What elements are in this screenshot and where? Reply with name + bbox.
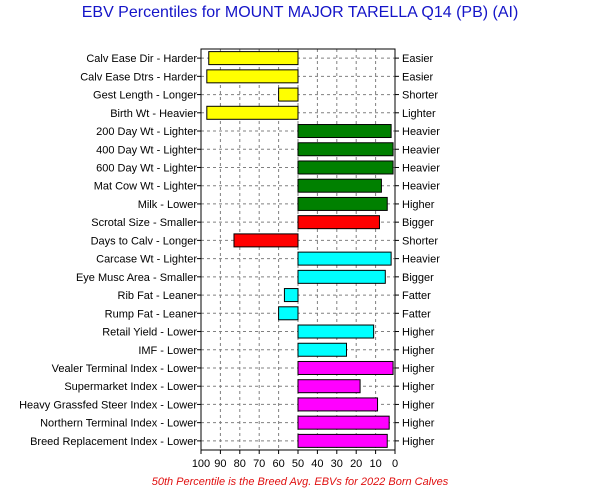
bar (297, 397, 379, 412)
direction-label: Higher (402, 199, 435, 211)
direction-label: Higher (402, 436, 435, 448)
x-tick-label: 30 (331, 458, 343, 470)
direction-label: Higher (402, 363, 435, 375)
direction-label: Higher (402, 399, 435, 411)
direction-label: Heavier (402, 144, 440, 156)
chart-title: EBV Percentiles for MOUNT MAJOR TARELLA … (81, 4, 519, 21)
bar (297, 379, 361, 394)
x-tick-label: 70 (253, 458, 265, 470)
trait-label: 600 Day Wt - Lighter (96, 162, 197, 174)
trait-label: Rump Fat - Leaner (105, 308, 198, 320)
bar (278, 306, 299, 321)
x-tick-label: 0 (392, 458, 398, 470)
x-tick-label: 80 (234, 458, 246, 470)
trait-label: Breed Replacement Index - Lower (30, 436, 197, 448)
direction-label: Easier (402, 53, 434, 65)
trait-label: Heavy Grassfed Steer Index - Lower (19, 399, 197, 411)
x-tick-label: 50 (292, 458, 304, 470)
trait-label: 400 Day Wt - Lighter (96, 144, 197, 156)
direction-label: Heavier (402, 126, 440, 138)
x-tick-label: 100 (192, 458, 210, 470)
bar (297, 415, 390, 430)
x-tick-label: 40 (311, 458, 323, 470)
trait-label: Northern Terminal Index - Lower (40, 418, 197, 430)
trait-label: 200 Day Wt - Lighter (96, 126, 197, 138)
direction-label: Higher (402, 345, 435, 357)
trait-label: Gest Length - Longer (93, 90, 197, 102)
direction-label: Heavier (402, 162, 440, 174)
bar (283, 288, 299, 303)
bar (297, 360, 394, 375)
direction-label: Heavier (402, 254, 440, 266)
x-tick-label: 90 (214, 458, 226, 470)
bar (297, 324, 375, 339)
bar (297, 215, 380, 230)
trait-label: Vealer Terminal Index - Lower (52, 363, 198, 375)
direction-label: Higher (402, 418, 435, 430)
x-tick-label: 60 (272, 458, 284, 470)
trait-label: Retail Yield - Lower (102, 327, 197, 339)
bar (297, 433, 388, 448)
trait-label: Rib Fat - Leaner (118, 290, 198, 302)
bar (297, 160, 394, 175)
bar (297, 269, 386, 284)
trait-label: Scrotal Size - Smaller (91, 217, 197, 229)
direction-label: Lighter (402, 108, 436, 120)
chart-footnote: 50th Percentile is the Breed Avg. EBVs f… (151, 476, 449, 488)
x-tick-label: 20 (350, 458, 362, 470)
trait-label: Days to Calv - Longer (91, 235, 198, 247)
trait-label: Supermarket Index - Lower (64, 381, 197, 393)
bar (297, 251, 392, 266)
direction-label: Higher (402, 381, 435, 393)
trait-label: Calv Ease Dir - Harder (86, 53, 197, 65)
trait-label: IMF - Lower (138, 345, 197, 357)
direction-label: Bigger (402, 217, 434, 229)
trait-label: Eye Musc Area - Smaller (76, 272, 197, 284)
direction-label: Bigger (402, 272, 434, 284)
bar (297, 196, 388, 211)
direction-label: Heavier (402, 181, 440, 193)
trait-label: Carcase Wt - Lighter (96, 254, 197, 266)
bar (206, 69, 299, 84)
trait-label: Mat Cow Wt - Lighter (94, 181, 198, 193)
trait-label: Milk - Lower (138, 199, 198, 211)
bar (297, 178, 382, 193)
direction-label: Fatter (402, 308, 431, 320)
trait-label: Birth Wt - Heavier (110, 108, 197, 120)
bar (297, 142, 394, 157)
bar (297, 342, 347, 357)
bar (233, 233, 299, 248)
direction-label: Shorter (402, 235, 438, 247)
direction-label: Easier (402, 71, 434, 83)
direction-label: Fatter (402, 290, 431, 302)
direction-label: Shorter (402, 90, 438, 102)
bar (278, 87, 299, 102)
bar (206, 105, 299, 120)
bar (297, 124, 392, 139)
x-tick-label: 10 (369, 458, 381, 470)
direction-label: Higher (402, 327, 435, 339)
trait-label: Calv Ease Dtrs - Harder (80, 71, 197, 83)
bar (208, 51, 299, 66)
